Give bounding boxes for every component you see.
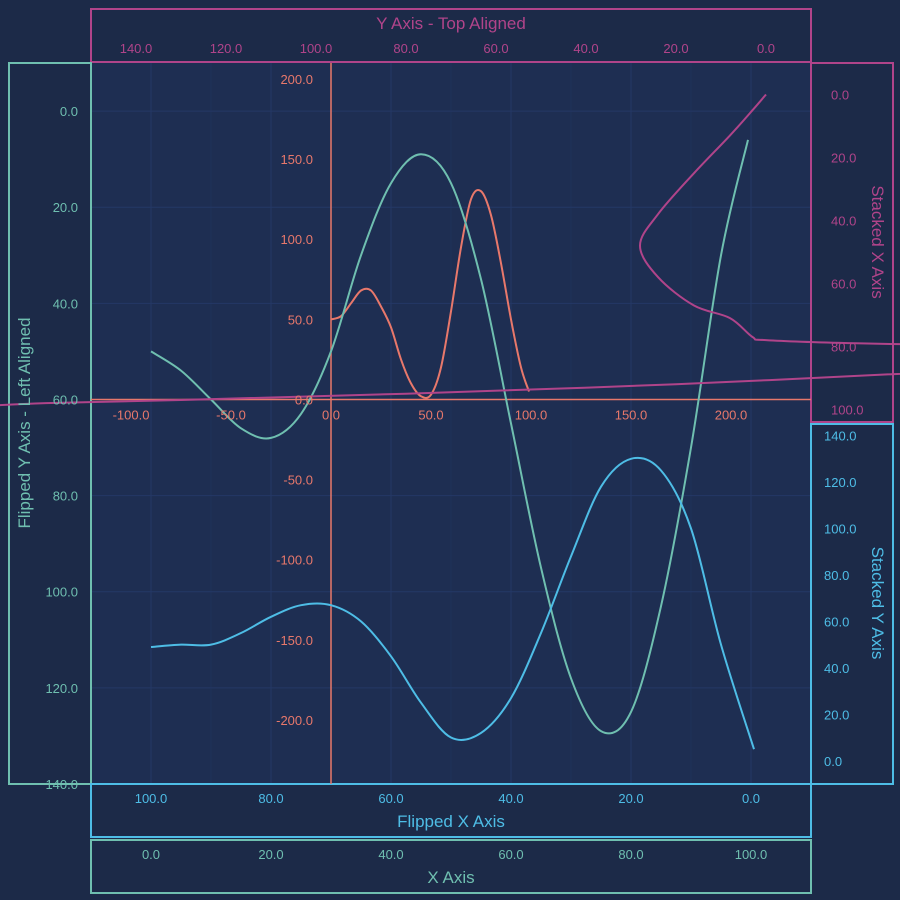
flipped-x-tick-label: 0.0: [742, 791, 760, 806]
center-x-tick-label: -50.0: [216, 407, 246, 422]
left-y-tick-label: 40.0: [53, 296, 78, 311]
stacked-x-tick-label: 0.0: [831, 87, 849, 102]
x-axis-title: X Axis: [427, 868, 474, 887]
flipped-x-tick-label: 60.0: [378, 791, 403, 806]
top-y-tick-label: 0.0: [757, 41, 775, 56]
left-y-tick-label: 140.0: [45, 777, 78, 792]
stacked-x-tick-label: 100.0: [831, 402, 864, 417]
left-y-tick-label: 0.0: [60, 104, 78, 119]
stacked-y-tick-label: 100.0: [824, 522, 857, 537]
stacked-x-tick-label: 40.0: [831, 213, 856, 228]
center-x-tick-label: -100.0: [113, 407, 150, 422]
stacked-x-tick-label: 60.0: [831, 276, 856, 291]
top-y-axis-title: Y Axis - Top Aligned: [376, 14, 526, 33]
top-y-tick-label: 60.0: [483, 41, 508, 56]
stacked-y-tick-label: 80.0: [824, 568, 849, 583]
center-x-tick-label: 100.0: [515, 407, 548, 422]
top-y-axis-frame: [90, 8, 812, 63]
stacked-y-axis-title: Stacked Y Axis: [868, 547, 887, 660]
center-y-tick-label: -150.0: [276, 633, 313, 648]
top-y-tick-label: 80.0: [393, 41, 418, 56]
left-y-tick-label: 80.0: [53, 489, 78, 504]
series-line-blue: [150, 456, 755, 750]
center-y-tick-label: 0.0: [295, 392, 313, 407]
flipped-x-axis-title: Flipped X Axis: [397, 812, 505, 831]
center-x-tick-label: 0.0: [322, 407, 340, 422]
left-y-tick-label: 100.0: [45, 585, 78, 600]
center-y-tick-label: 200.0: [280, 72, 313, 87]
center-y-tick-label: 100.0: [280, 232, 313, 247]
series-line-teal: [150, 139, 749, 735]
stacked-y-tick-label: 140.0: [824, 429, 857, 444]
flipped-x-tick-label: 100.0: [135, 791, 168, 806]
center-x-tick-label: 50.0: [418, 407, 443, 422]
left-y-tick-label: 120.0: [45, 681, 78, 696]
x-tick-label: 100.0: [735, 847, 768, 862]
top-y-tick-label: 40.0: [573, 41, 598, 56]
center-y-tick-label: -100.0: [276, 553, 313, 568]
center-y-tick-label: -200.0: [276, 713, 313, 728]
top-y-tick-label: 140.0: [120, 41, 153, 56]
stacked-y-tick-label: 60.0: [824, 614, 849, 629]
stacked-x-tick-label: 80.0: [831, 339, 856, 354]
series-line-magenta: [0, 93, 900, 407]
left-y-tick-label: 20.0: [53, 200, 78, 215]
stacked-y-tick-label: 120.0: [824, 475, 857, 490]
flipped-x-tick-label: 20.0: [618, 791, 643, 806]
stacked-x-axis-frame: [810, 62, 894, 423]
flipped-x-axis-frame: [90, 783, 812, 838]
x-tick-label: 60.0: [498, 847, 523, 862]
x-axis-frame: [90, 839, 812, 894]
stacked-y-tick-label: 20.0: [824, 707, 849, 722]
top-y-tick-label: 100.0: [300, 41, 333, 56]
x-tick-label: 0.0: [142, 847, 160, 862]
stacked-x-axis-title: Stacked X Axis: [868, 185, 887, 298]
stacked-y-axis-frame: [810, 423, 894, 785]
stacked-y-tick-label: 40.0: [824, 661, 849, 676]
center-x-tick-label: 150.0: [615, 407, 648, 422]
x-tick-label: 40.0: [378, 847, 403, 862]
top-y-tick-label: 120.0: [210, 41, 243, 56]
left-y-tick-label: 60.0: [53, 392, 78, 407]
center-y-tick-label: 50.0: [288, 312, 313, 327]
flipped-x-tick-label: 40.0: [498, 791, 523, 806]
axis-frames: [8, 8, 894, 894]
stacked-x-tick-label: 20.0: [831, 150, 856, 165]
flipped-x-tick-label: 80.0: [258, 791, 283, 806]
stacked-y-tick-label: 0.0: [824, 754, 842, 769]
series-line-orange: [330, 188, 530, 399]
top-y-tick-label: 20.0: [663, 41, 688, 56]
center-y-tick-label: 150.0: [280, 152, 313, 167]
series-group: [0, 93, 900, 750]
tick-labels: 140.0 120.0 100.0 80.0 60.0 40.0 20.0 0.0 0.0 20.…: [45, 41, 863, 862]
center-x-tick-label: 200.0: [715, 407, 748, 422]
center-y-tick-label: -50.0: [283, 473, 313, 488]
left-y-axis-title: Flipped Y Axis - Left Aligned: [15, 317, 34, 528]
x-tick-label: 80.0: [618, 847, 643, 862]
x-tick-label: 20.0: [258, 847, 283, 862]
left-y-axis-frame: [8, 62, 92, 785]
